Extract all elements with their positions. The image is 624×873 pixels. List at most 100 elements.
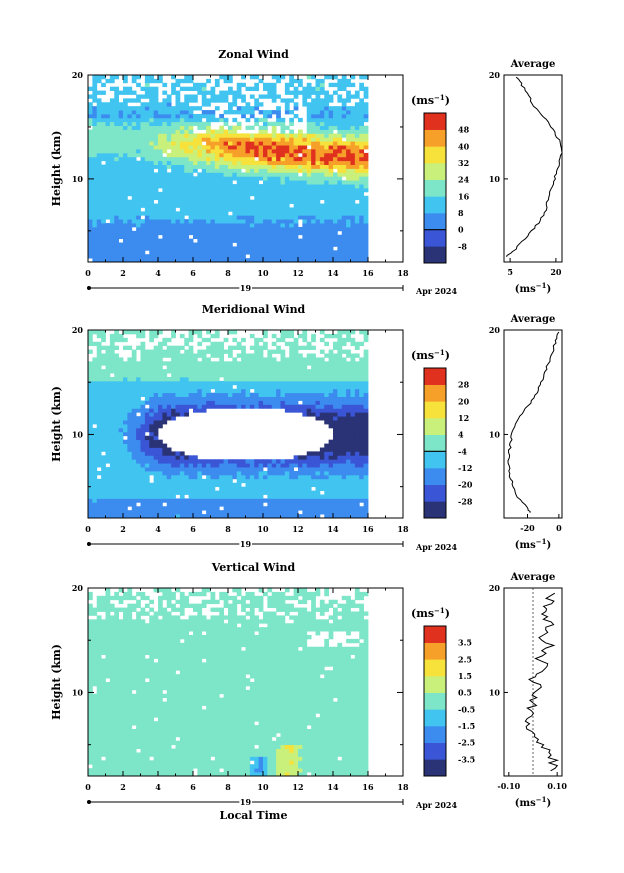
- heatmap-cell: [206, 242, 211, 247]
- heatmap-cell: [315, 478, 321, 484]
- heatmap-cell: [263, 254, 268, 259]
- heatmap-cell: [109, 86, 115, 91]
- heatmap-cell: [140, 490, 146, 495]
- heatmap-cell: [188, 75, 194, 80]
- heatmap-cell: [105, 223, 111, 228]
- heatmap-cell: [144, 152, 150, 158]
- heatmap-cell: [232, 94, 238, 99]
- heatmap-cell: [188, 125, 194, 130]
- heatmap-cell: [101, 463, 106, 468]
- heatmap-cell: [302, 86, 308, 91]
- heatmap-cell: [214, 341, 220, 347]
- heatmap-cell: [144, 215, 150, 220]
- heatmap-cell: [228, 102, 233, 107]
- heatmap-cell: [280, 474, 286, 480]
- heatmap-cell: [337, 199, 343, 204]
- heatmap-cell: [123, 207, 128, 212]
- heatmap-cell: [315, 357, 321, 362]
- heatmap-cell: [324, 152, 330, 158]
- heatmap-cell: [249, 234, 255, 240]
- heatmap-cell: [131, 353, 137, 358]
- heatmap-cell: [284, 156, 290, 162]
- heatmap-cell: [153, 416, 159, 421]
- heatmap-cell: [158, 211, 163, 216]
- heatmap-cell: [184, 467, 190, 472]
- heatmap-cell: [175, 195, 181, 201]
- heatmap-cell: [241, 242, 246, 247]
- heatmap-cell: [258, 369, 264, 374]
- heatmap-cell: [232, 172, 238, 177]
- heatmap-cell: [280, 467, 286, 472]
- heatmap-cell: [263, 380, 268, 386]
- heatmap-cell: [289, 459, 295, 464]
- heatmap-cell: [109, 219, 115, 224]
- heatmap-cell: [144, 424, 150, 429]
- heatmap-cell: [206, 117, 211, 123]
- heatmap-cell: [118, 195, 124, 201]
- heatmap-cell: [232, 156, 238, 162]
- heatmap-cell: [144, 451, 150, 456]
- heatmap-cell: [306, 345, 312, 350]
- heatmap-cell: [149, 502, 155, 507]
- heatmap-cell: [219, 463, 225, 468]
- heatmap-cell: [188, 203, 194, 208]
- heatmap-cell: [149, 365, 155, 370]
- heatmap-cell: [109, 191, 115, 197]
- heatmap-cell: [140, 110, 146, 115]
- heatmap-cell: [354, 121, 360, 127]
- heatmap-cell: [206, 361, 211, 366]
- heatmap-cell: [346, 443, 351, 448]
- heatmap-cell: [241, 211, 246, 216]
- heatmap-cell: [171, 486, 176, 491]
- heatmap-cell: [267, 258, 273, 263]
- heatmap-cell: [280, 141, 286, 146]
- heatmap-cell: [219, 514, 225, 519]
- heatmap-cell: [127, 191, 133, 197]
- heatmap-cell: [184, 242, 190, 247]
- heatmap-cell: [136, 168, 141, 173]
- heatmap-cell: [201, 400, 207, 405]
- heatmap-cell: [284, 230, 290, 236]
- heatmap-cell: [140, 474, 146, 480]
- heatmap-cell: [114, 184, 120, 189]
- heatmap-cell: [114, 380, 120, 386]
- heatmap-cell: [293, 113, 299, 119]
- heatmap-cell: [158, 486, 163, 491]
- heatmap-cell: [263, 94, 268, 99]
- heatmap-cell: [127, 113, 133, 119]
- heatmap-cell: [105, 149, 111, 154]
- heatmap-cell: [149, 443, 155, 448]
- heatmap-cell: [214, 184, 220, 189]
- heatmap-cell: [315, 514, 321, 519]
- heatmap-cell: [223, 203, 229, 208]
- heatmap-cell: [232, 471, 238, 476]
- heatmap-cell: [101, 195, 106, 201]
- heatmap-cell: [144, 137, 150, 142]
- heatmap-cell: [171, 459, 176, 464]
- heatmap-cell: [184, 219, 190, 224]
- heatmap-cell: [315, 388, 321, 394]
- heatmap-cell: [171, 160, 176, 166]
- heatmap-cell: [193, 357, 198, 362]
- heatmap-cell: [166, 467, 172, 472]
- heatmap-cell: [96, 102, 102, 107]
- heatmap-cell: [210, 498, 216, 503]
- heatmap-cell: [219, 510, 225, 515]
- heatmap-cell: [206, 219, 211, 224]
- heatmap-cell: [284, 110, 290, 115]
- heatmap-cell: [193, 184, 198, 189]
- heatmap-cell: [223, 396, 229, 401]
- heatmap-cell: [219, 345, 225, 350]
- heatmap-cell: [206, 490, 211, 495]
- heatmap-cell: [354, 133, 360, 138]
- profile-title: Average: [510, 59, 556, 70]
- heatmap-cell: [171, 203, 176, 208]
- heatmap-cell: [88, 250, 93, 255]
- heatmap-cell: [333, 226, 338, 232]
- heatmap-cell: [258, 471, 264, 476]
- heatmap-cell: [188, 258, 194, 263]
- heatmap-cell: [280, 250, 286, 255]
- heatmap-cell: [284, 341, 290, 347]
- heatmap-cell: [346, 113, 351, 119]
- heatmap-cell: [241, 345, 246, 350]
